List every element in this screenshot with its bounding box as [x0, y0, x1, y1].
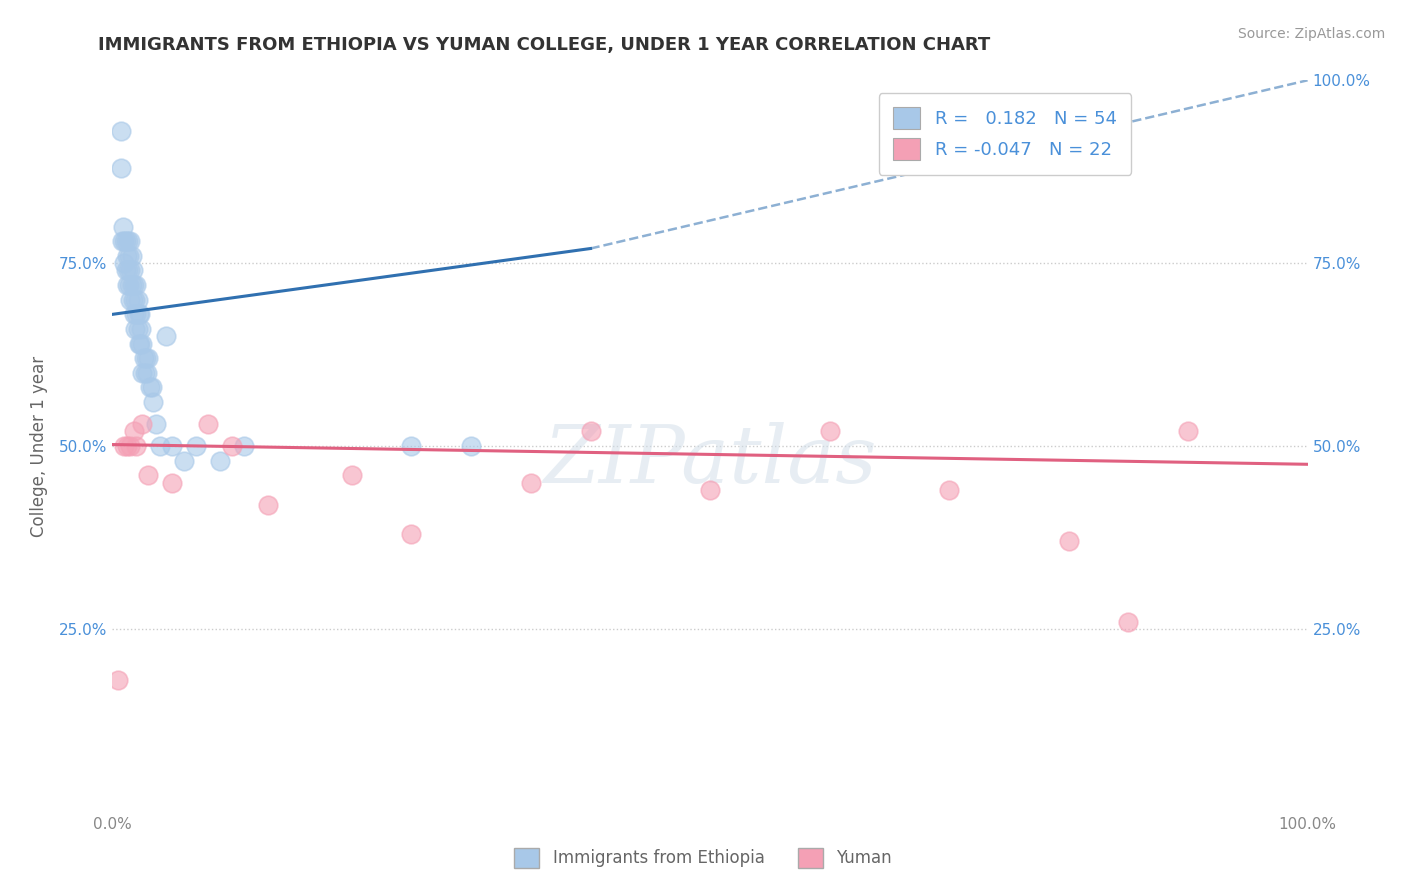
Point	[124, 322, 146, 336]
Point	[460, 439, 482, 453]
Point	[110, 161, 132, 175]
Point	[1177, 425, 1199, 439]
Point	[121, 263, 143, 277]
Point	[138, 380, 160, 394]
Point	[186, 439, 208, 453]
Text: ZIPatlas: ZIPatlas	[543, 422, 877, 500]
Point	[131, 336, 153, 351]
Point	[117, 263, 139, 277]
Point	[155, 329, 177, 343]
Point	[124, 293, 146, 307]
Point	[131, 417, 153, 431]
Point	[162, 439, 183, 453]
Point	[118, 249, 141, 263]
Point	[129, 322, 152, 336]
Point	[149, 439, 172, 453]
Point	[115, 278, 138, 293]
Point	[136, 366, 159, 380]
Point	[145, 417, 167, 431]
Point	[120, 234, 142, 248]
Point	[128, 307, 150, 321]
Point	[142, 395, 165, 409]
Point	[117, 234, 139, 248]
Point	[120, 293, 142, 307]
Point	[129, 307, 152, 321]
Point	[121, 249, 143, 263]
Point	[127, 293, 149, 307]
Point	[127, 322, 149, 336]
Point	[134, 366, 156, 380]
Point	[162, 475, 183, 490]
Point	[115, 249, 138, 263]
Point	[114, 234, 136, 248]
Point	[128, 336, 150, 351]
Point	[173, 453, 195, 467]
Point	[401, 526, 423, 541]
Point	[118, 278, 141, 293]
Point	[112, 219, 135, 234]
Point	[115, 439, 138, 453]
Point	[125, 439, 148, 453]
Text: Source: ZipAtlas.com: Source: ZipAtlas.com	[1237, 27, 1385, 41]
Point	[110, 124, 132, 138]
Point	[132, 351, 155, 366]
Point	[107, 673, 129, 687]
Point	[120, 263, 142, 277]
Point	[699, 483, 721, 497]
Point	[125, 307, 148, 321]
Point	[114, 439, 135, 453]
Point	[122, 307, 145, 321]
Point	[131, 366, 153, 380]
Point	[1118, 615, 1140, 629]
Legend: R =   0.182   N = 54, R = -0.047   N = 22: R = 0.182 N = 54, R = -0.047 N = 22	[879, 93, 1132, 175]
Point	[520, 475, 543, 490]
Point	[125, 278, 148, 293]
Point	[579, 425, 602, 439]
Point	[1057, 534, 1080, 549]
Point	[209, 453, 232, 467]
Point	[114, 256, 135, 270]
Point	[257, 498, 280, 512]
Point	[138, 351, 160, 366]
Point	[197, 417, 219, 431]
Point	[121, 293, 143, 307]
Point	[111, 234, 134, 248]
Point	[114, 234, 135, 248]
Point	[818, 425, 841, 439]
Point	[121, 278, 143, 293]
Point	[340, 468, 363, 483]
Point	[221, 439, 243, 453]
Point	[141, 380, 163, 394]
Point	[138, 468, 160, 483]
Point	[938, 483, 960, 497]
Point	[120, 439, 142, 453]
Point	[401, 439, 423, 453]
Text: IMMIGRANTS FROM ETHIOPIA VS YUMAN COLLEGE, UNDER 1 YEAR CORRELATION CHART: IMMIGRANTS FROM ETHIOPIA VS YUMAN COLLEG…	[98, 36, 991, 54]
Point	[114, 263, 136, 277]
Point	[233, 439, 256, 453]
Y-axis label: College, Under 1 year: College, Under 1 year	[30, 355, 48, 537]
Point	[122, 278, 145, 293]
Point	[135, 351, 157, 366]
Point	[122, 425, 145, 439]
Legend: Immigrants from Ethiopia, Yuman: Immigrants from Ethiopia, Yuman	[508, 841, 898, 875]
Point	[129, 336, 152, 351]
